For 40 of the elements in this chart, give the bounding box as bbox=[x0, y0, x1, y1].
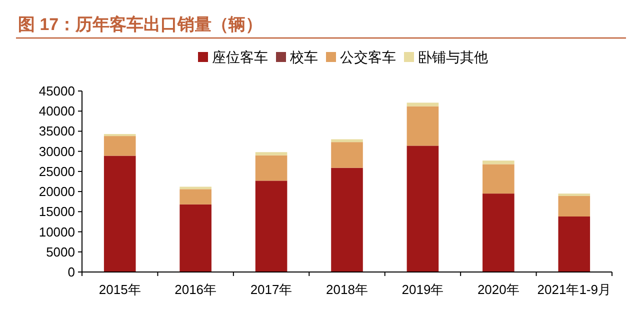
bar bbox=[482, 160, 514, 164]
bar bbox=[180, 186, 212, 190]
bar bbox=[104, 136, 136, 156]
legend-label: 公交客车 bbox=[340, 49, 396, 65]
legend-label: 卧铺与其他 bbox=[418, 49, 488, 65]
bar bbox=[255, 155, 288, 181]
x-tick-label: 2018年 bbox=[326, 282, 368, 297]
y-tick-label: 20000 bbox=[38, 184, 75, 200]
x-tick-label: 2015年 bbox=[98, 282, 141, 297]
y-tick-label: 45000 bbox=[38, 84, 75, 98]
y-tick-label: 25000 bbox=[38, 164, 75, 179]
y-tick-label: 30000 bbox=[38, 144, 75, 159]
x-tick-label: 2019年 bbox=[402, 282, 444, 297]
bar bbox=[104, 156, 136, 272]
bar bbox=[255, 180, 288, 272]
bar bbox=[180, 204, 212, 272]
bar bbox=[406, 106, 439, 146]
bar bbox=[255, 152, 288, 156]
bar bbox=[558, 196, 590, 216]
y-tick-label: 35000 bbox=[38, 124, 75, 139]
y-tick-label: 0 bbox=[68, 264, 75, 280]
y-tick-label: 40000 bbox=[38, 104, 75, 119]
bar bbox=[331, 168, 363, 272]
bar bbox=[406, 102, 439, 106]
bar bbox=[558, 216, 590, 272]
x-tick-label: 2020年 bbox=[477, 282, 520, 297]
bar bbox=[406, 146, 439, 272]
y-tick-label: 10000 bbox=[38, 224, 75, 240]
legend-label: 座位客车 bbox=[212, 49, 268, 65]
y-tick-label: 5000 bbox=[46, 244, 75, 260]
chart-title: 图 17：历年客车出口销量（辆） bbox=[18, 15, 263, 34]
bar bbox=[482, 194, 514, 272]
legend-label: 校车 bbox=[289, 49, 318, 65]
x-tick-label: 2021年1-9月 bbox=[537, 282, 611, 297]
bar bbox=[331, 142, 363, 168]
bar bbox=[482, 164, 514, 194]
bar bbox=[180, 189, 212, 204]
x-tick-label: 2017年 bbox=[250, 282, 292, 297]
y-tick-label: 15000 bbox=[38, 204, 75, 220]
x-tick-label: 2016年 bbox=[174, 282, 217, 297]
